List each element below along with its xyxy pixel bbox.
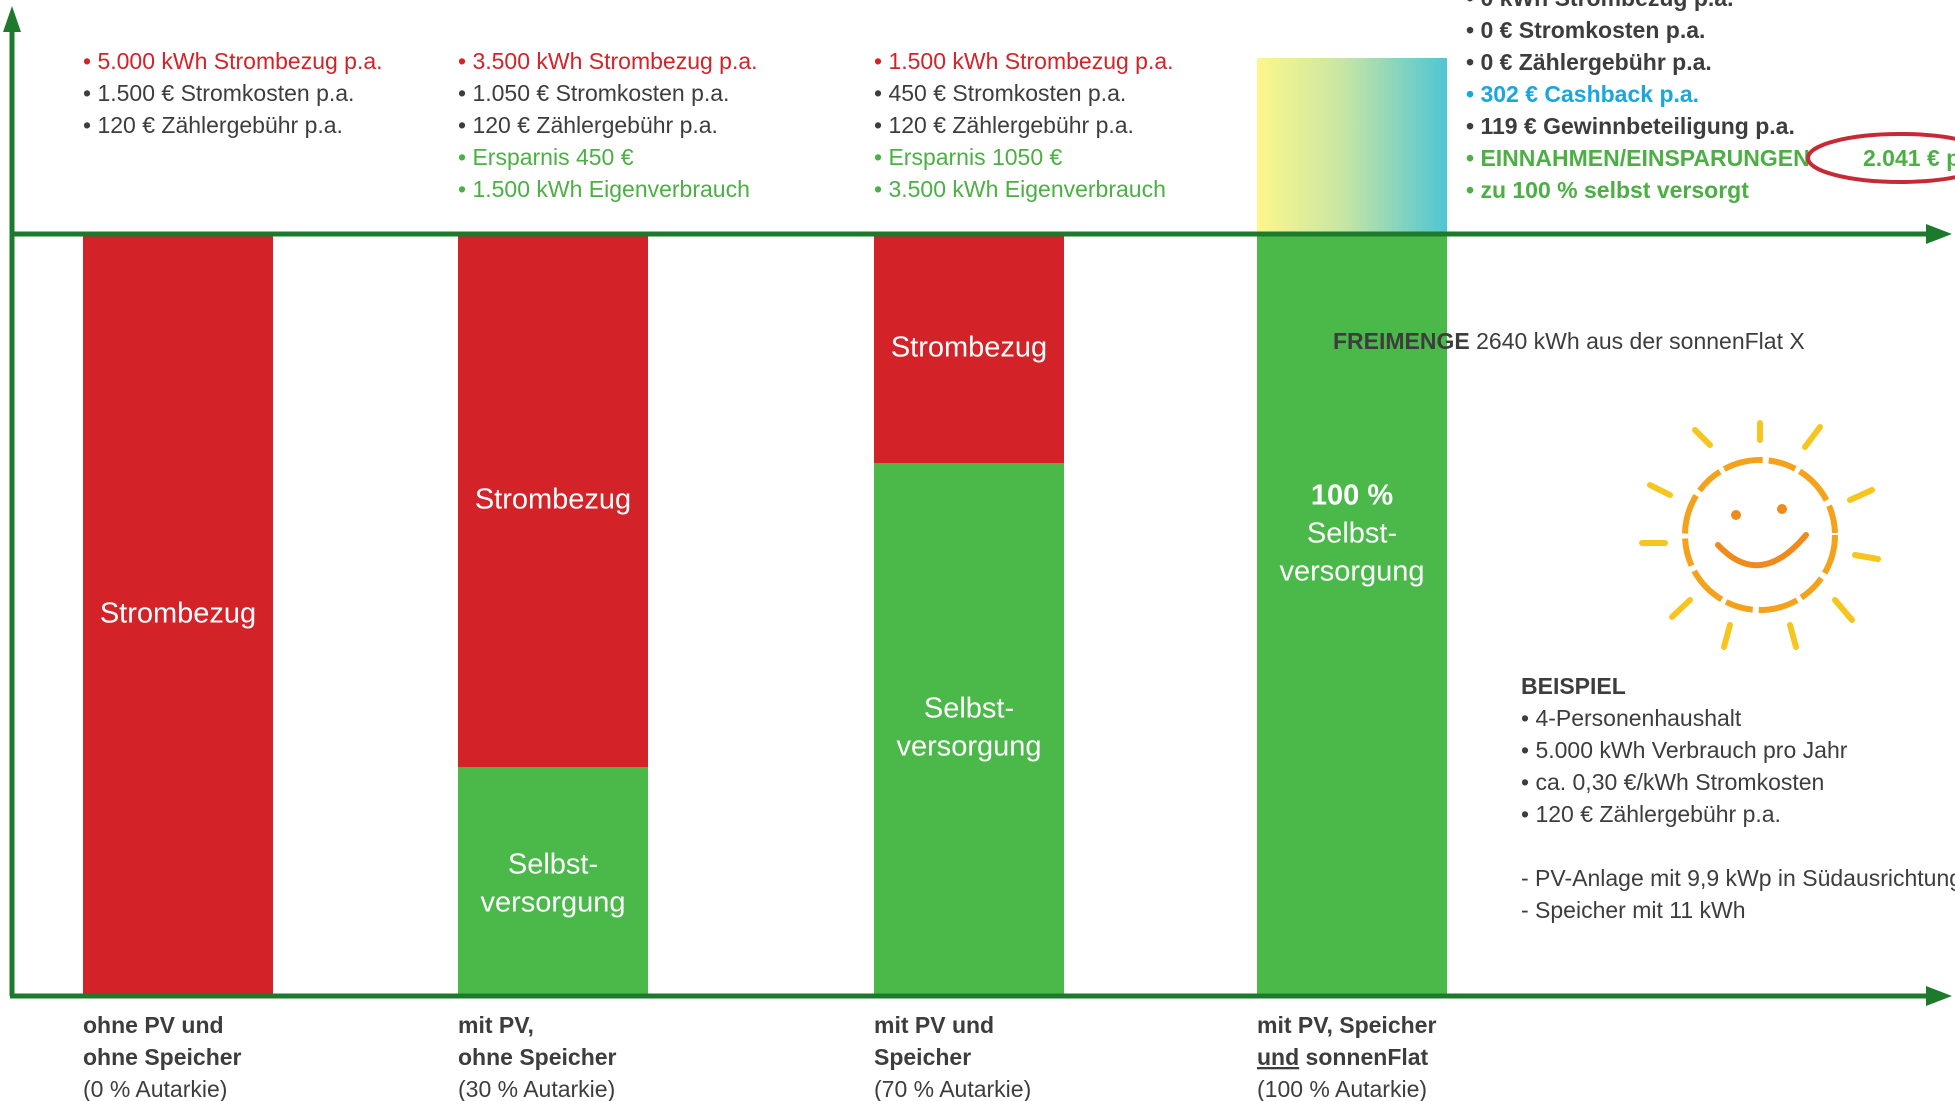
category-label-line: Speicher	[874, 1044, 971, 1070]
bar-segment-strombezug	[83, 235, 273, 995]
category-label-line: (0 % Autarkie)	[83, 1076, 227, 1101]
highlight-value: 2.041 € p.a.	[1863, 145, 1955, 171]
bullet-item: • zu 100 % selbst versorgt	[1466, 177, 1749, 203]
bullet-item: • Ersparnis 450 €	[458, 144, 634, 170]
bullet-item: • 120 € Zählergebühr p.a.	[458, 112, 718, 138]
bars-layer	[83, 58, 1447, 995]
freimenge-annotation: FREIMENGE 2640 kWh aus der sonnenFlat X	[1333, 328, 1805, 354]
segment-label-strombezug: Strombezug	[475, 484, 631, 516]
category-label-line: ohne Speicher	[83, 1044, 242, 1070]
category-label-line: mit PV, Speicher	[1257, 1012, 1436, 1038]
segment-label-selbstversorgung: Selbst-	[508, 849, 598, 881]
example-title: BEISPIEL	[1521, 673, 1626, 699]
bullet-item: • 0 € Stromkosten p.a.	[1466, 17, 1705, 43]
category-label-line: ohne Speicher	[458, 1044, 617, 1070]
example-box: BEISPIEL • 4-Personenhaushalt • 5.000 kW…	[1521, 673, 1955, 923]
example-extra: - PV-Anlage mit 9,9 kWp in Südausrichtun…	[1521, 865, 1955, 891]
bullet-item: • 302 € Cashback p.a.	[1466, 81, 1699, 107]
bullet-item: • 1.500 € Stromkosten p.a.	[83, 80, 354, 106]
highlight-circle	[1806, 132, 1955, 184]
bullet-item: • 3.500 kWh Strombezug p.a.	[458, 48, 758, 74]
axes-layer	[3, 6, 1952, 1006]
bullet-item: • 3.500 kWh Eigenverbrauch	[874, 176, 1166, 202]
bullet-item: • EINNAHMEN/EINSPARUNGEN	[1466, 145, 1810, 171]
smiling-sun-icon	[1639, 420, 1881, 650]
category-label-line: ohne PV und	[83, 1012, 224, 1038]
category-label-line: (30 % Autarkie)	[458, 1076, 615, 1101]
bullet-item: • 0 € Zählergebühr p.a.	[1466, 49, 1712, 75]
bar-segment-selbstversorgung	[874, 463, 1064, 995]
bullet-item: • 1.050 € Stromkosten p.a.	[458, 80, 729, 106]
y-axis-arrowhead	[3, 6, 21, 32]
bullet-item: • 120 € Zählergebühr p.a.	[874, 112, 1134, 138]
category-label-line: und sonnenFlat	[1257, 1044, 1429, 1070]
bar-segment-strombezug	[458, 235, 648, 767]
segment-label-selbstversorgung: versorgung	[896, 731, 1041, 763]
segment-label-selbstversorgung: Selbst-	[1307, 518, 1397, 550]
segment-label-strombezug: Strombezug	[100, 598, 256, 630]
example-item: • 4-Personenhaushalt	[1521, 705, 1742, 731]
segment-label-strombezug: Strombezug	[891, 332, 1047, 364]
example-item: • 120 € Zählergebühr p.a.	[1521, 801, 1781, 827]
bullet-item: • 1.500 kWh Eigenverbrauch	[458, 176, 750, 202]
bar-segment-selbstversorgung	[1257, 235, 1447, 995]
bullet-item: • 0 kWh Strombezug p.a.	[1466, 0, 1733, 11]
bullet-item: • 119 € Gewinnbeteiligung p.a.	[1466, 113, 1795, 139]
category-label-line: mit PV,	[458, 1012, 534, 1038]
bullet-item: • 120 € Zählergebühr p.a.	[83, 112, 343, 138]
category-labels: ohne PV und ohne Speicher (0 % Autarkie) mi…	[83, 1012, 1436, 1101]
segment-label-selbstversorgung: 100 %	[1311, 480, 1393, 512]
x-axis-arrowhead	[1926, 986, 1952, 1006]
category-label-line: (70 % Autarkie)	[874, 1076, 1031, 1101]
example-extra: - Speicher mit 11 kWh	[1521, 897, 1746, 923]
bar-segment-selbstversorgung	[458, 767, 648, 995]
category-label-line: (100 % Autarkie)	[1257, 1076, 1427, 1101]
segment-label-selbstversorgung: Selbst-	[924, 693, 1014, 725]
bullet-item: • Ersparnis 1050 €	[874, 144, 1063, 170]
upper-axis-arrowhead	[1926, 224, 1952, 244]
example-item: • 5.000 kWh Verbrauch pro Jahr	[1521, 737, 1848, 763]
category-label-line: mit PV und	[874, 1012, 994, 1038]
bullet-item: • 1.500 kWh Strombezug p.a.	[874, 48, 1174, 74]
sonnenflat-gradient-block	[1257, 58, 1447, 235]
bullets-layer: • 5.000 kWh Strombezug p.a. • 1.500 € Str…	[83, 0, 1955, 203]
bullet-item: • 450 € Stromkosten p.a.	[874, 80, 1126, 106]
labels-layer: Strombezug Strombezug Selbst-versorgung Str…	[100, 328, 1805, 919]
example-item: • ca. 0,30 €/kWh Stromkosten	[1521, 769, 1824, 795]
segment-label-selbstversorgung: versorgung	[480, 887, 625, 919]
segment-label-selbstversorgung: versorgung	[1279, 556, 1424, 588]
bullet-item: • 5.000 kWh Strombezug p.a.	[83, 48, 383, 74]
bar-segment-strombezug	[874, 235, 1064, 463]
